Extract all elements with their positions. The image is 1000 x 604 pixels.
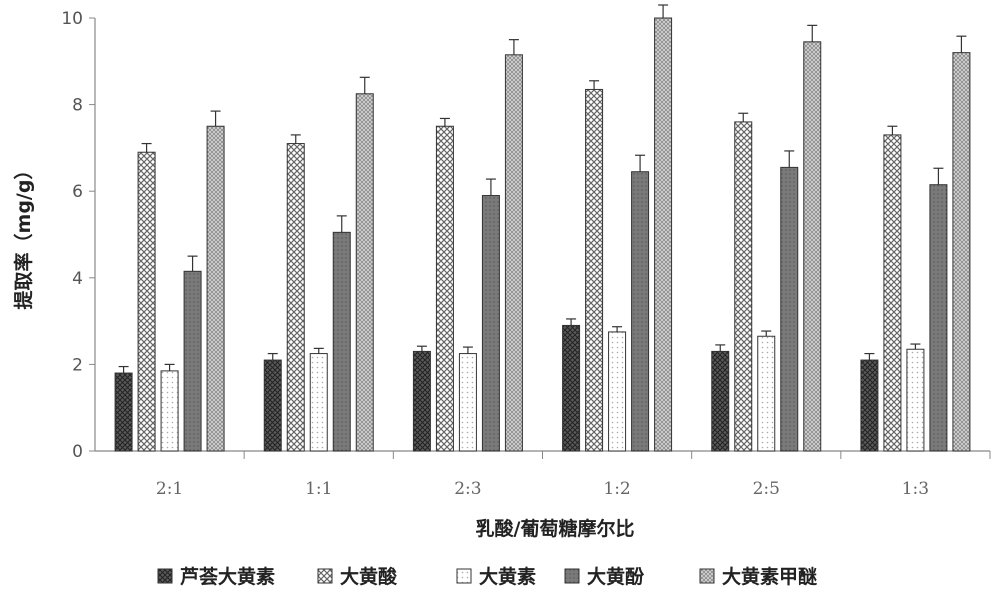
legend-item-2: 大黄素 xyxy=(457,565,536,588)
bar-1-3 xyxy=(586,89,603,451)
bar-4-5 xyxy=(953,53,970,451)
x-axis-label: 乳酸/葡萄糖摩尔比 xyxy=(476,517,635,540)
bars xyxy=(115,5,970,451)
legend-label: 大黄酚 xyxy=(587,565,645,588)
error-bar-1-3 xyxy=(589,81,599,90)
error-bar-3-1 xyxy=(337,216,347,232)
y-tick-label: 6 xyxy=(72,182,83,202)
y-tick-label: 4 xyxy=(72,269,83,289)
bar-0-1 xyxy=(264,360,281,451)
bar-3-5 xyxy=(930,185,947,451)
error-bar-4-2 xyxy=(509,40,519,55)
bar-2-2 xyxy=(459,354,476,451)
bar-0-2 xyxy=(413,351,430,451)
error-bar-2-1 xyxy=(314,348,324,353)
legend-swatch xyxy=(700,569,714,583)
legend-item-1: 大黄酸 xyxy=(318,565,398,588)
x-tick-label: 2:3 xyxy=(454,479,481,499)
bar-1-2 xyxy=(436,126,453,451)
error-bar-2-3 xyxy=(612,327,622,332)
y-tick-label: 8 xyxy=(72,96,83,116)
error-bar-0-4 xyxy=(715,345,725,351)
x-tick-label: 1:2 xyxy=(603,479,630,499)
bar-1-4 xyxy=(735,122,752,451)
error-bar-3-4 xyxy=(784,151,794,167)
error-bar-4-4 xyxy=(807,25,817,41)
bar-0-0 xyxy=(115,373,132,451)
x-tick-label: 2:1 xyxy=(156,479,183,499)
bar-2-1 xyxy=(310,354,327,451)
x-tick-label: 1:3 xyxy=(902,479,929,499)
legend-label: 大黄素甲醚 xyxy=(722,565,817,588)
error-bar-3-5 xyxy=(933,168,943,184)
bar-3-2 xyxy=(482,196,499,451)
error-bar-1-1 xyxy=(291,135,301,144)
legend-item-0: 芦荟大黄素 xyxy=(158,565,275,588)
bar-4-0 xyxy=(207,126,224,451)
legend-swatch xyxy=(457,569,471,583)
bar-0-5 xyxy=(861,360,878,451)
legend-label: 大黄素 xyxy=(479,565,536,588)
error-bar-2-5 xyxy=(910,344,920,349)
legend-item-3: 大黄酚 xyxy=(565,565,645,588)
error-bar-2-0 xyxy=(165,364,175,370)
bar-3-3 xyxy=(632,172,649,451)
legend-item-4: 大黄素甲醚 xyxy=(700,565,817,588)
bar-2-4 xyxy=(758,336,775,451)
bar-4-2 xyxy=(505,55,522,451)
x-tick-label: 1:1 xyxy=(305,479,332,499)
bar-2-3 xyxy=(609,332,626,451)
legend-swatch xyxy=(565,569,579,583)
bar-4-3 xyxy=(655,18,672,451)
legend-swatch xyxy=(158,569,172,583)
error-bar-1-2 xyxy=(440,118,450,126)
error-bar-0-3 xyxy=(566,319,576,325)
legend: 芦荟大黄素 大黄酸 大黄素 大黄酚 大黄素甲醚 xyxy=(158,565,817,588)
error-bar-0-2 xyxy=(417,346,427,351)
legend-label: 大黄酸 xyxy=(340,565,398,588)
error-bar-4-5 xyxy=(956,36,966,52)
bar-3-1 xyxy=(333,232,350,451)
y-axis-label: 提取率（mg/g） xyxy=(12,161,35,310)
legend-swatch xyxy=(318,569,332,583)
bar-0-3 xyxy=(563,325,580,451)
error-bar-4-3 xyxy=(658,5,668,18)
error-bar-3-3 xyxy=(635,155,645,171)
error-bar-0-0 xyxy=(119,367,129,373)
error-bar-3-0 xyxy=(188,256,198,271)
bar-3-0 xyxy=(184,271,201,451)
y-tick-label: 0 xyxy=(72,442,83,462)
error-bar-0-1 xyxy=(268,354,278,360)
bar-1-5 xyxy=(884,135,901,451)
bar-4-1 xyxy=(356,94,373,451)
legend-label: 芦荟大黄素 xyxy=(180,565,275,588)
y-tick-label: 2 xyxy=(72,355,83,375)
error-bar-3-2 xyxy=(486,179,496,195)
error-bar-1-5 xyxy=(887,126,897,135)
error-bar-4-1 xyxy=(360,77,370,93)
error-bar-4-0 xyxy=(211,111,221,126)
bar-1-0 xyxy=(138,152,155,451)
error-bar-2-4 xyxy=(761,331,771,336)
error-bar-1-4 xyxy=(738,113,748,122)
error-bar-0-5 xyxy=(864,354,874,360)
bar-4-4 xyxy=(804,42,821,451)
bar-1-1 xyxy=(287,144,304,451)
bar-2-0 xyxy=(161,371,178,451)
error-bar-2-2 xyxy=(463,347,473,353)
error-bar-1-0 xyxy=(142,144,152,153)
bar-2-5 xyxy=(907,349,924,451)
x-tick-label: 2:5 xyxy=(753,479,780,499)
bar-0-4 xyxy=(712,351,729,451)
bar-3-4 xyxy=(781,167,798,451)
y-tick-label: 10 xyxy=(61,9,83,29)
